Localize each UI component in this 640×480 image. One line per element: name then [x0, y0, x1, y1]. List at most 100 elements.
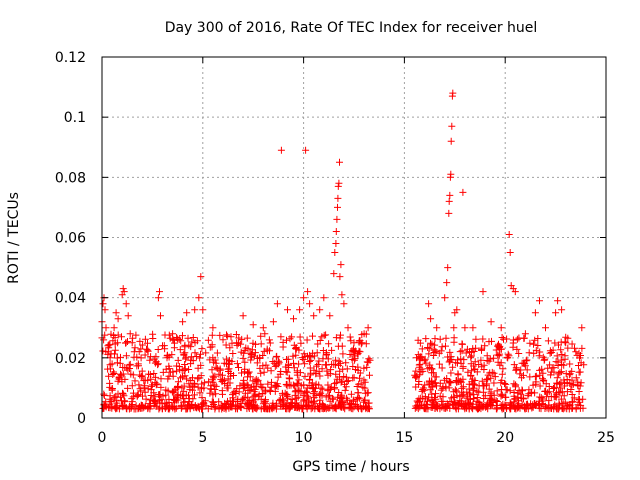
- data-point: [509, 343, 517, 351]
- data-point: [493, 398, 501, 405]
- data-point: [282, 368, 290, 376]
- data-point: [150, 389, 158, 397]
- data-point: [577, 352, 584, 359]
- data-point: [568, 340, 576, 348]
- data-point: [536, 382, 544, 390]
- data-point: [461, 324, 469, 332]
- data-point: [479, 288, 487, 296]
- data-point: [340, 300, 348, 308]
- x-axis-label: GPS time / hours: [292, 459, 409, 475]
- data-point: [174, 382, 181, 390]
- data-point: [499, 365, 507, 373]
- data-point: [165, 372, 173, 380]
- data-point: [209, 324, 217, 332]
- data-point: [157, 383, 165, 391]
- data-point: [259, 362, 267, 370]
- data-point: [209, 378, 217, 386]
- data-point: [301, 372, 309, 380]
- data-point: [110, 370, 118, 377]
- data-point: [316, 372, 324, 380]
- data-point: [177, 337, 185, 345]
- data-point: [102, 402, 110, 410]
- data-point: [204, 336, 212, 344]
- data-point: [336, 158, 343, 166]
- data-point: [485, 385, 493, 393]
- data-point: [520, 371, 527, 379]
- data-point: [261, 330, 269, 338]
- data-point: [189, 395, 197, 403]
- data-point: [427, 339, 434, 347]
- data-point: [416, 339, 424, 347]
- data-point: [269, 399, 277, 407]
- data-point: [314, 361, 322, 368]
- data-point: [354, 366, 362, 374]
- data-point: [498, 370, 506, 378]
- data-point: [156, 288, 163, 296]
- data-point: [173, 335, 181, 343]
- data-point: [487, 318, 495, 326]
- data-point: [306, 300, 314, 308]
- data-point: [497, 379, 505, 387]
- axis-ticks: [101, 56, 607, 419]
- data-point: [289, 381, 297, 389]
- data-point: [555, 388, 563, 396]
- data-point: [216, 331, 224, 339]
- data-point: [108, 360, 116, 368]
- data-point: [479, 388, 487, 396]
- data-point: [144, 339, 151, 347]
- data-point: [337, 331, 344, 339]
- data-point: [332, 240, 340, 247]
- data-points: [98, 89, 588, 413]
- data-point: [235, 364, 242, 371]
- data-point: [335, 357, 343, 365]
- data-point: [562, 339, 570, 347]
- data-point: [309, 399, 317, 407]
- data-point: [540, 376, 548, 384]
- data-point: [243, 334, 251, 342]
- data-point: [480, 402, 488, 410]
- data-point: [259, 324, 267, 332]
- data-point: [223, 331, 230, 339]
- data-point: [251, 396, 259, 404]
- data-point: [185, 402, 193, 410]
- data-point: [205, 378, 213, 386]
- data-point: [108, 385, 116, 392]
- data-point: [310, 312, 318, 320]
- data-point: [221, 380, 229, 387]
- data-point: [472, 335, 480, 343]
- data-point: [301, 353, 309, 361]
- data-point: [137, 354, 145, 362]
- data-point: [358, 405, 366, 413]
- data-point: [485, 338, 493, 346]
- data-point: [129, 371, 137, 379]
- data-point: [154, 346, 162, 353]
- data-point: [177, 391, 185, 399]
- data-point: [122, 339, 129, 347]
- data-point: [446, 348, 454, 356]
- data-point: [130, 348, 138, 356]
- data-point: [517, 366, 525, 374]
- data-point: [448, 122, 456, 130]
- data-point: [432, 379, 440, 387]
- data-point: [515, 350, 523, 357]
- data-point: [324, 371, 332, 379]
- data-point: [188, 338, 196, 346]
- data-point: [326, 312, 334, 320]
- data-point: [544, 337, 552, 345]
- data-point: [239, 354, 247, 362]
- data-point: [505, 231, 513, 238]
- data-point: [557, 395, 565, 403]
- data-point: [447, 353, 455, 361]
- data-point: [263, 345, 271, 353]
- data-point: [552, 358, 560, 366]
- data-point: [119, 370, 127, 378]
- data-point: [157, 375, 165, 383]
- data-point: [180, 382, 188, 390]
- data-point: [245, 368, 253, 376]
- data-point: [233, 341, 241, 349]
- data-point: [303, 336, 311, 344]
- data-point: [554, 362, 562, 369]
- data-point: [465, 405, 473, 413]
- data-point: [442, 383, 450, 391]
- data-point: [312, 392, 320, 399]
